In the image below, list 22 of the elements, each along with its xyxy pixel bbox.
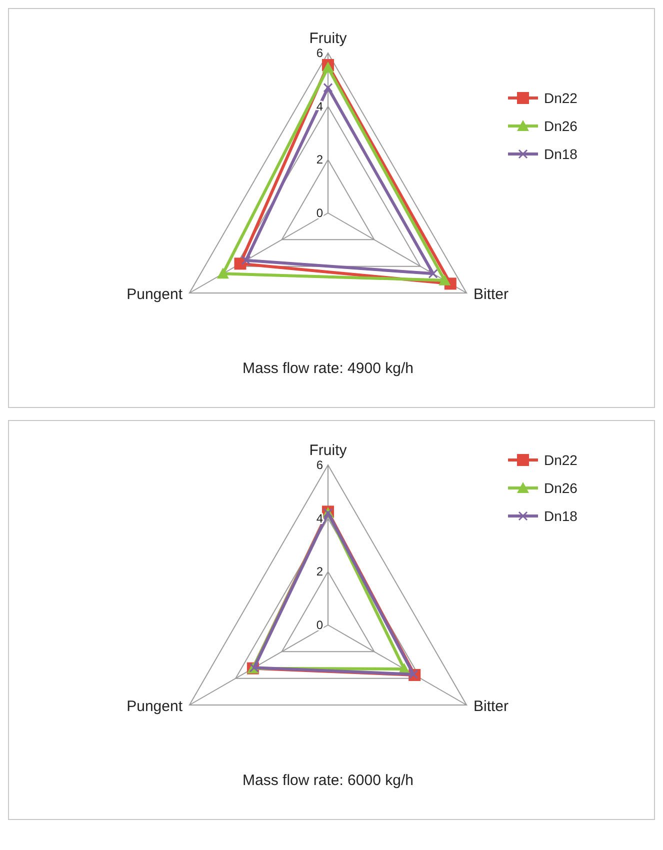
spoke-label: Bitter — [473, 698, 509, 715]
y-tick-label: 6 — [316, 458, 324, 472]
text: Mass flow rate: 4900 kg/h — [242, 360, 414, 377]
spoke-label: Pungent — [126, 286, 184, 303]
legend-label: Dn18 — [544, 146, 578, 162]
y-tick-label: 4 — [316, 511, 324, 526]
spoke-label: Fruity — [309, 442, 348, 459]
y-tick-label: 2 — [316, 152, 324, 167]
legend-label: Dn22 — [544, 90, 578, 106]
legend-label: Dn18 — [544, 508, 578, 524]
y-tick-label: 6 — [316, 46, 324, 60]
legend-label: Dn26 — [544, 118, 578, 134]
spoke-label: Fruity — [309, 30, 348, 47]
y-tick-label: 2 — [316, 564, 324, 579]
y-tick-label: 0 — [316, 618, 324, 632]
text: Mass flow rate: 6000 kg/h — [242, 772, 414, 789]
spoke-label: Pungent — [126, 698, 184, 715]
y-tick-label: 4 — [316, 99, 324, 114]
spoke-label: Bitter — [473, 286, 509, 303]
legend-label: Dn22 — [544, 452, 578, 468]
legend-label: Dn26 — [544, 480, 578, 496]
y-tick-label: 0 — [316, 206, 324, 220]
